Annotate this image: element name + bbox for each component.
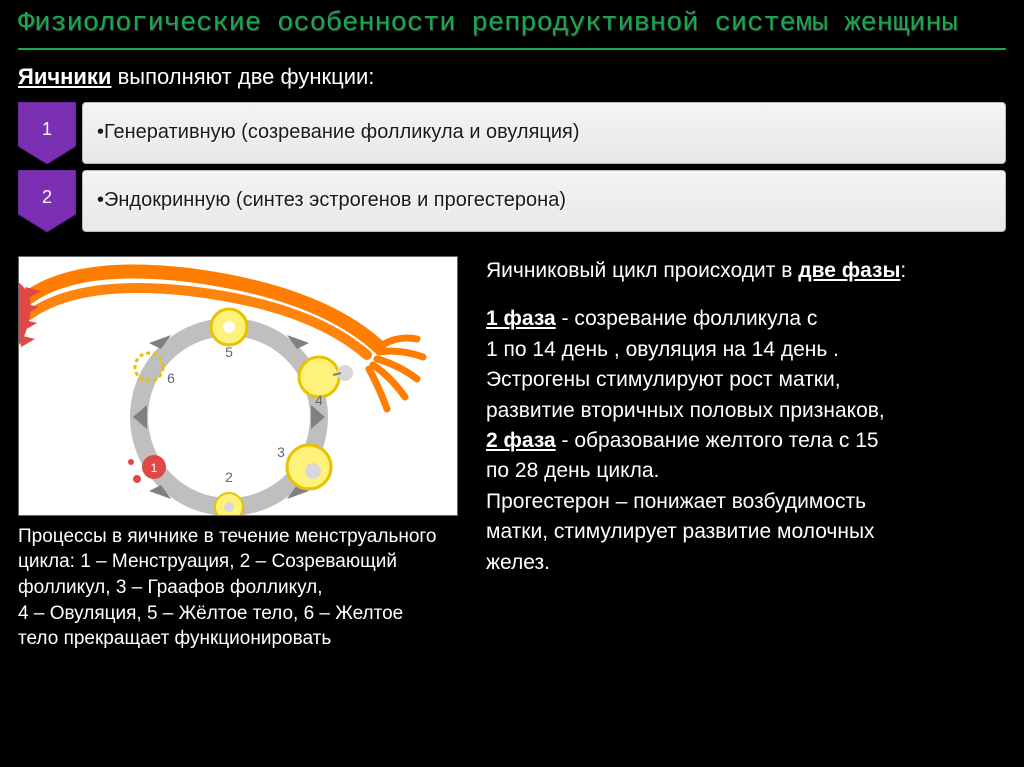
function-text-2: Эндокринную (синтез эстрогенов и прогест… [104,189,566,212]
title-underline [18,48,1006,50]
badge-number-2: 2 [42,187,52,207]
function-panel-1: • Генеративную (созревание фолликула и о… [82,102,1006,164]
intro-line: Яичники выполняют две функции: [0,64,1024,102]
diagram-num-1: 1 [151,461,158,475]
r-p3l4: матки, стимулирует развитие молочных [486,520,875,543]
r-p1a: Яичниковый цикл происходит в [486,259,798,282]
bullet-1: • [97,121,104,144]
caption-l1: Процессы в яичнике в течение менструальн… [18,526,436,547]
slide-title: Физиологические особенности репродуктивн… [0,0,1024,46]
caption-l5: тело прекращает функционировать [18,628,331,649]
bullet-2: • [97,189,104,212]
caption-l4: 4 – Овуляция, 5 – Жёлтое тело, 6 – Желто… [18,603,403,624]
r-p3l3: Прогестерон – понижает возбудимость [486,490,866,513]
ovarian-cycle-diagram: 1 2 3 4 [18,256,458,516]
r-p2a: - созревание фолликула с [556,307,818,330]
r-p3a: - образование желтого тела с 15 [556,429,879,452]
badge-number-1: 1 [42,119,52,139]
r-p2l4: развитие вторичных половых признаков, [486,399,885,422]
diagram-num-6: 6 [167,370,175,386]
function-row-2: 2 • Эндокринную (синтез эстрогенов и про… [18,170,1006,232]
intro-rest: выполняют две функции: [111,64,374,89]
r-p1b: : [900,259,906,282]
r-p3l2: по 28 день цикла. [486,459,659,482]
right-text-block: Яичниковый цикл происходит в две фазы: 1… [486,256,1006,652]
chevron-badge-2: 2 [18,170,76,232]
r-p2l2: 1 по 14 день , овуляция на 14 день . [486,338,839,361]
r-p1u: две фазы [798,259,900,282]
r-p2u: 1 фаза [486,307,556,330]
function-text-1: Генеративную (созревание фолликула и ову… [104,121,580,144]
intro-underlined: Яичники [18,64,111,89]
diagram-num-2: 2 [225,469,233,485]
function-row-1: 1 • Генеративную (созревание фолликула и… [18,102,1006,164]
diagram-num-4: 4 [315,392,323,408]
diagram-caption: Процессы в яичнике в течение менструальн… [18,524,458,652]
r-p2l3: Эстрогены стимулируют рост матки, [486,368,841,391]
r-p3u: 2 фаза [486,429,556,452]
r-p3l5: желез. [486,551,550,574]
chevron-badge-1: 1 [18,102,76,164]
caption-l3: фолликул, 3 – Граафов фолликул, [18,577,323,598]
diagram-num-5: 5 [225,344,233,360]
diagram-num-3: 3 [277,444,285,460]
function-panel-2: • Эндокринную (синтез эстрогенов и проге… [82,170,1006,232]
caption-l2: цикла: 1 – Менструация, 2 – Созревающий [18,551,397,572]
